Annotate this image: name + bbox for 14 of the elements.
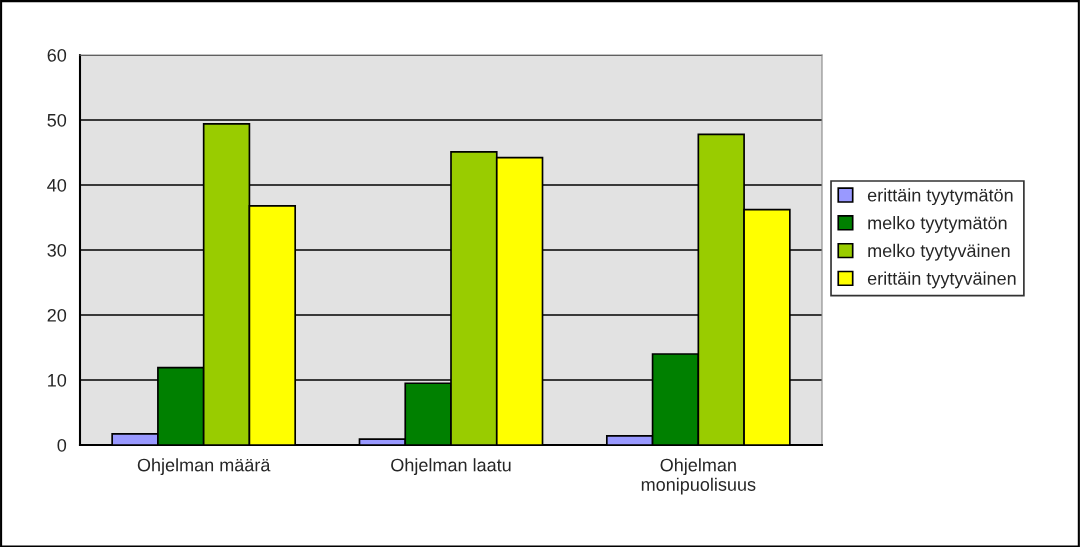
x-tick-label: Ohjelman laatu <box>391 458 511 476</box>
y-tick-label: 20 <box>47 308 67 322</box>
legend-label: erittäin tyytyväinen <box>867 271 1016 289</box>
legend-label: melko tyytymätön <box>868 216 1007 233</box>
legend-label: erittäin tyytymätön <box>867 188 1013 206</box>
y-tick-label: 30 <box>47 243 67 257</box>
y-tick-label: 40 <box>47 178 67 192</box>
x-tick-label: Ohjelman määrä <box>137 458 271 476</box>
y-tick-label: 10 <box>48 373 67 387</box>
legend-label: melko tyytyväinen <box>868 243 1010 261</box>
y-tick-label: 0 <box>57 438 67 452</box>
y-tick-label: 60 <box>47 48 67 62</box>
y-tick-label: 50 <box>47 113 67 127</box>
x-tick-label: Ohjelman monipuolisuus <box>641 458 756 495</box>
